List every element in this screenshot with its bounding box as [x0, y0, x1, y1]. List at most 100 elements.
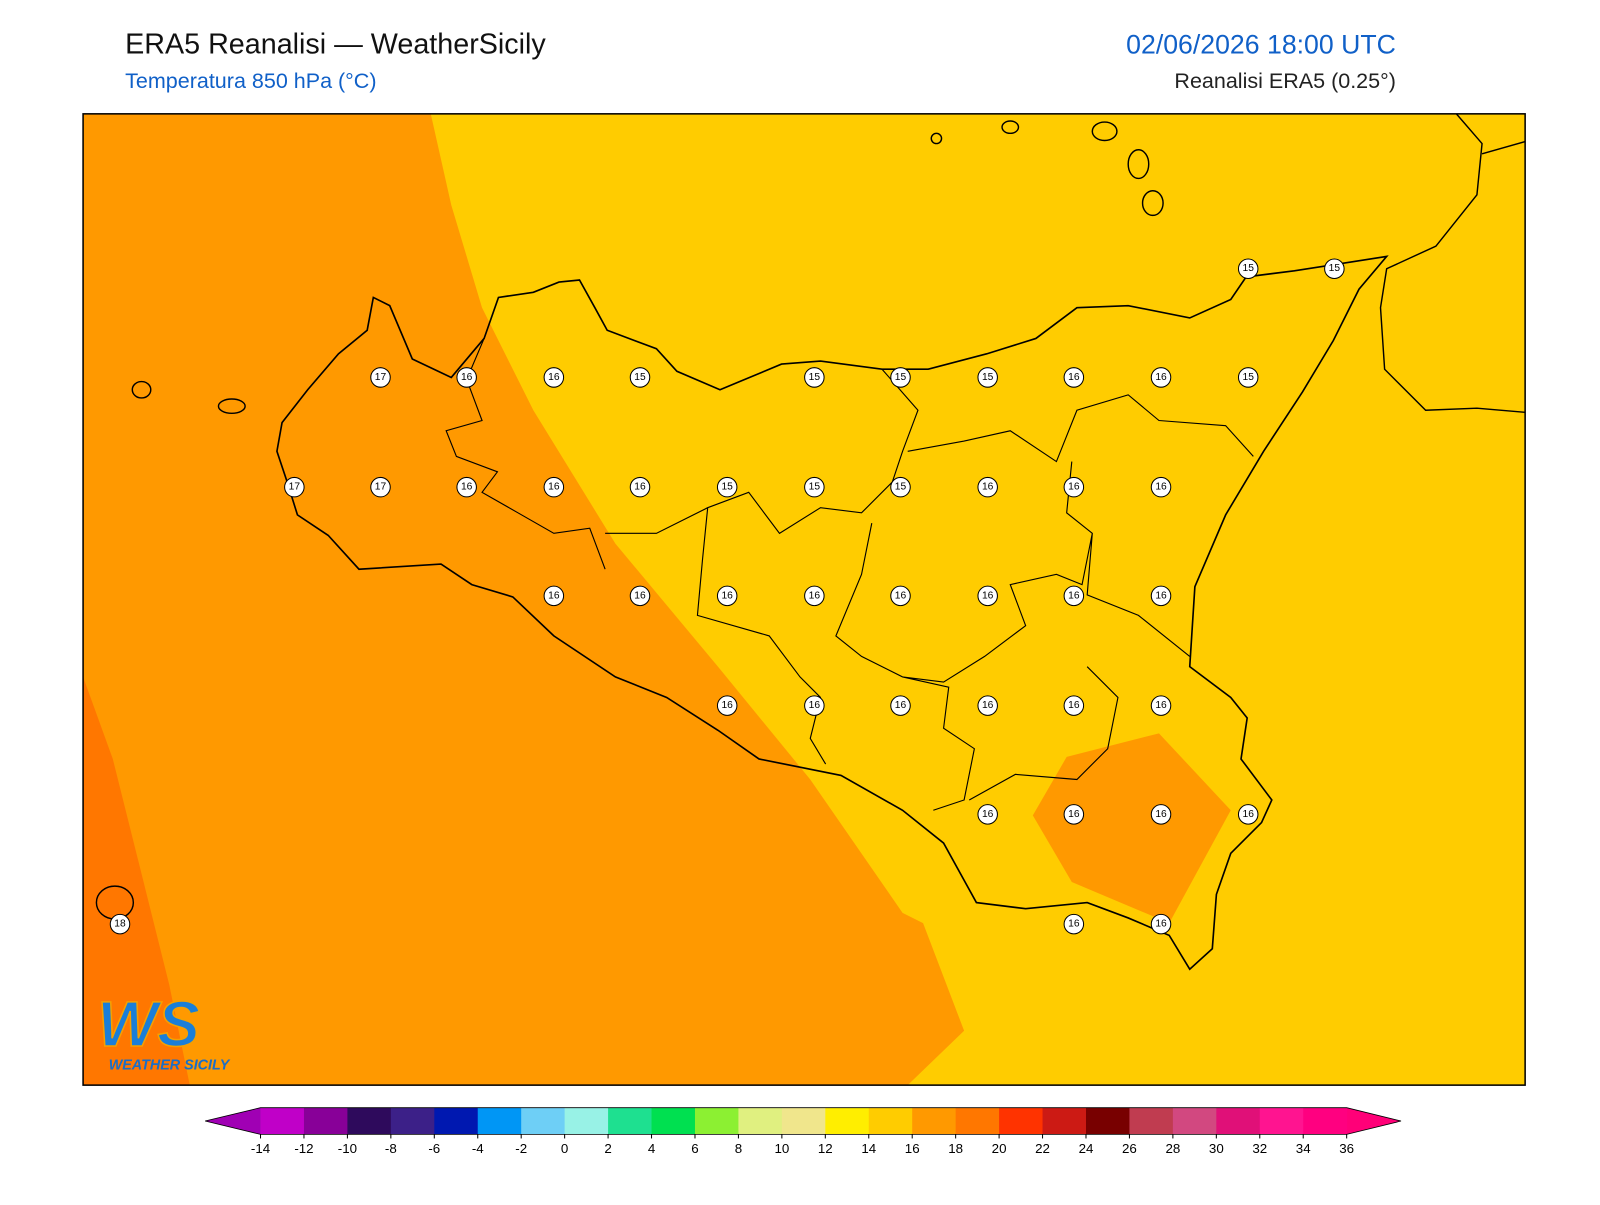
label-marker	[716, 585, 738, 607]
island	[1127, 149, 1150, 180]
label-marker	[1150, 585, 1172, 607]
value-label: 16	[1063, 367, 1085, 388]
colorbar-tick-label: 8	[735, 1141, 742, 1156]
label-marker	[456, 476, 477, 498]
label-value: 16	[1068, 372, 1080, 383]
label-value: 15	[895, 482, 907, 493]
colorbar-tick-label: -12	[294, 1141, 313, 1156]
value-label: 17	[370, 367, 391, 388]
label-marker	[543, 367, 565, 388]
value-label: 15	[890, 476, 911, 498]
label-value: 16	[895, 590, 907, 601]
label-marker	[370, 367, 391, 388]
island	[217, 398, 246, 415]
colorbar-bin	[303, 1107, 348, 1135]
value-label: 16	[716, 695, 738, 716]
label-marker	[977, 804, 998, 825]
colorbar-tick-label: 20	[992, 1141, 1007, 1156]
value-label: 16	[977, 585, 998, 607]
label-marker	[629, 367, 651, 388]
label-marker	[1063, 695, 1085, 716]
value-labels: 15 15 17 16 16 15 15 15 15 16 16 15 17 17 16 16 16 15 15 15…	[109, 258, 1345, 935]
label-value: 17	[375, 372, 387, 383]
value-label: 16	[804, 695, 825, 716]
value-label: 16	[1150, 367, 1172, 388]
map-frame	[82, 113, 1526, 1086]
colorbar-bin	[825, 1107, 870, 1135]
colorbar-bin	[260, 1107, 305, 1135]
label-value: 16	[1068, 700, 1080, 711]
value-label: 16	[804, 585, 825, 607]
colorbar-tick-label: 18	[948, 1141, 963, 1156]
logo-initials: WS	[97, 989, 199, 1060]
colorbar-bin	[1259, 1107, 1304, 1135]
value-label: 16	[543, 585, 565, 607]
value-label: 16	[456, 367, 477, 388]
label-marker	[1150, 695, 1172, 716]
label-value: 16	[461, 482, 473, 493]
value-label: 16	[890, 695, 911, 716]
colorbar: -14 -12 -10 -8 -6 -4 -2 0 2 4 6 8 10 12 14 16 18 20 22 24 26…	[205, 1107, 1402, 1156]
label-value: 16	[1068, 482, 1080, 493]
value-label: 16	[1063, 804, 1085, 825]
value-label: 15	[804, 476, 825, 498]
label-value: 17	[375, 482, 387, 493]
value-label: 15	[804, 367, 825, 388]
colorbar-tick-label: 36	[1339, 1141, 1354, 1156]
colorbar-tick-label: 0	[561, 1141, 568, 1156]
colorbar-tick-label: 22	[1035, 1141, 1050, 1156]
colorbar-bin	[521, 1107, 566, 1135]
value-label: 16	[977, 695, 998, 716]
colorbar-bin	[694, 1107, 739, 1135]
colorbar-bin	[1085, 1107, 1130, 1135]
label-value: 16	[1068, 809, 1080, 820]
value-label: 16	[1063, 913, 1085, 935]
colorbar-bin	[1042, 1107, 1087, 1135]
colorbar-over	[1346, 1107, 1402, 1135]
label-value: 16	[895, 700, 907, 711]
label-value: 16	[1155, 700, 1167, 711]
label-marker	[1324, 258, 1345, 279]
colorbar-tick-label: -8	[385, 1141, 397, 1156]
label-marker	[977, 476, 998, 498]
label-value: 16	[1155, 919, 1167, 930]
source: Reanalisi ERA5 (0.25°)	[1174, 69, 1395, 93]
subtitle: Temperatura 850 hPa (°C)	[125, 69, 376, 93]
label-value: 16	[1155, 590, 1167, 601]
value-label: 16	[1150, 913, 1172, 935]
label-value: 16	[1155, 482, 1167, 493]
island	[131, 380, 152, 399]
value-label: 16	[543, 476, 565, 498]
label-marker	[890, 585, 911, 607]
label-marker	[1063, 367, 1085, 388]
colorbar-bin	[781, 1107, 826, 1135]
colorbar-tick-label: 24	[1079, 1141, 1094, 1156]
colorbar-bin	[1172, 1107, 1217, 1135]
label-value: 16	[809, 700, 821, 711]
colorbar-under	[205, 1107, 261, 1135]
island	[1141, 190, 1164, 217]
label-marker	[890, 695, 911, 716]
colorbar-bin	[434, 1107, 479, 1135]
label-marker	[977, 695, 998, 716]
colorbar-tick-label: 6	[691, 1141, 698, 1156]
value-label: 16	[890, 585, 911, 607]
logo-name: WEATHER SICILY	[109, 1058, 231, 1074]
label-marker	[804, 695, 825, 716]
label-marker	[1063, 804, 1085, 825]
colorbar-bin	[999, 1107, 1044, 1135]
label-marker	[370, 476, 391, 498]
value-label: 15	[629, 367, 651, 388]
colorbar-bin	[1216, 1107, 1261, 1135]
colorbar-tick-label: 2	[604, 1141, 611, 1156]
label-value: 16	[548, 372, 560, 383]
label-value: 16	[982, 482, 994, 493]
label-marker	[804, 367, 825, 388]
colorbar-tick-label: 30	[1209, 1141, 1224, 1156]
label-value: 15	[895, 372, 907, 383]
label-marker	[543, 476, 565, 498]
value-label: 16	[1063, 585, 1085, 607]
label-value: 16	[809, 590, 821, 601]
colorbar-bin	[955, 1107, 1000, 1135]
